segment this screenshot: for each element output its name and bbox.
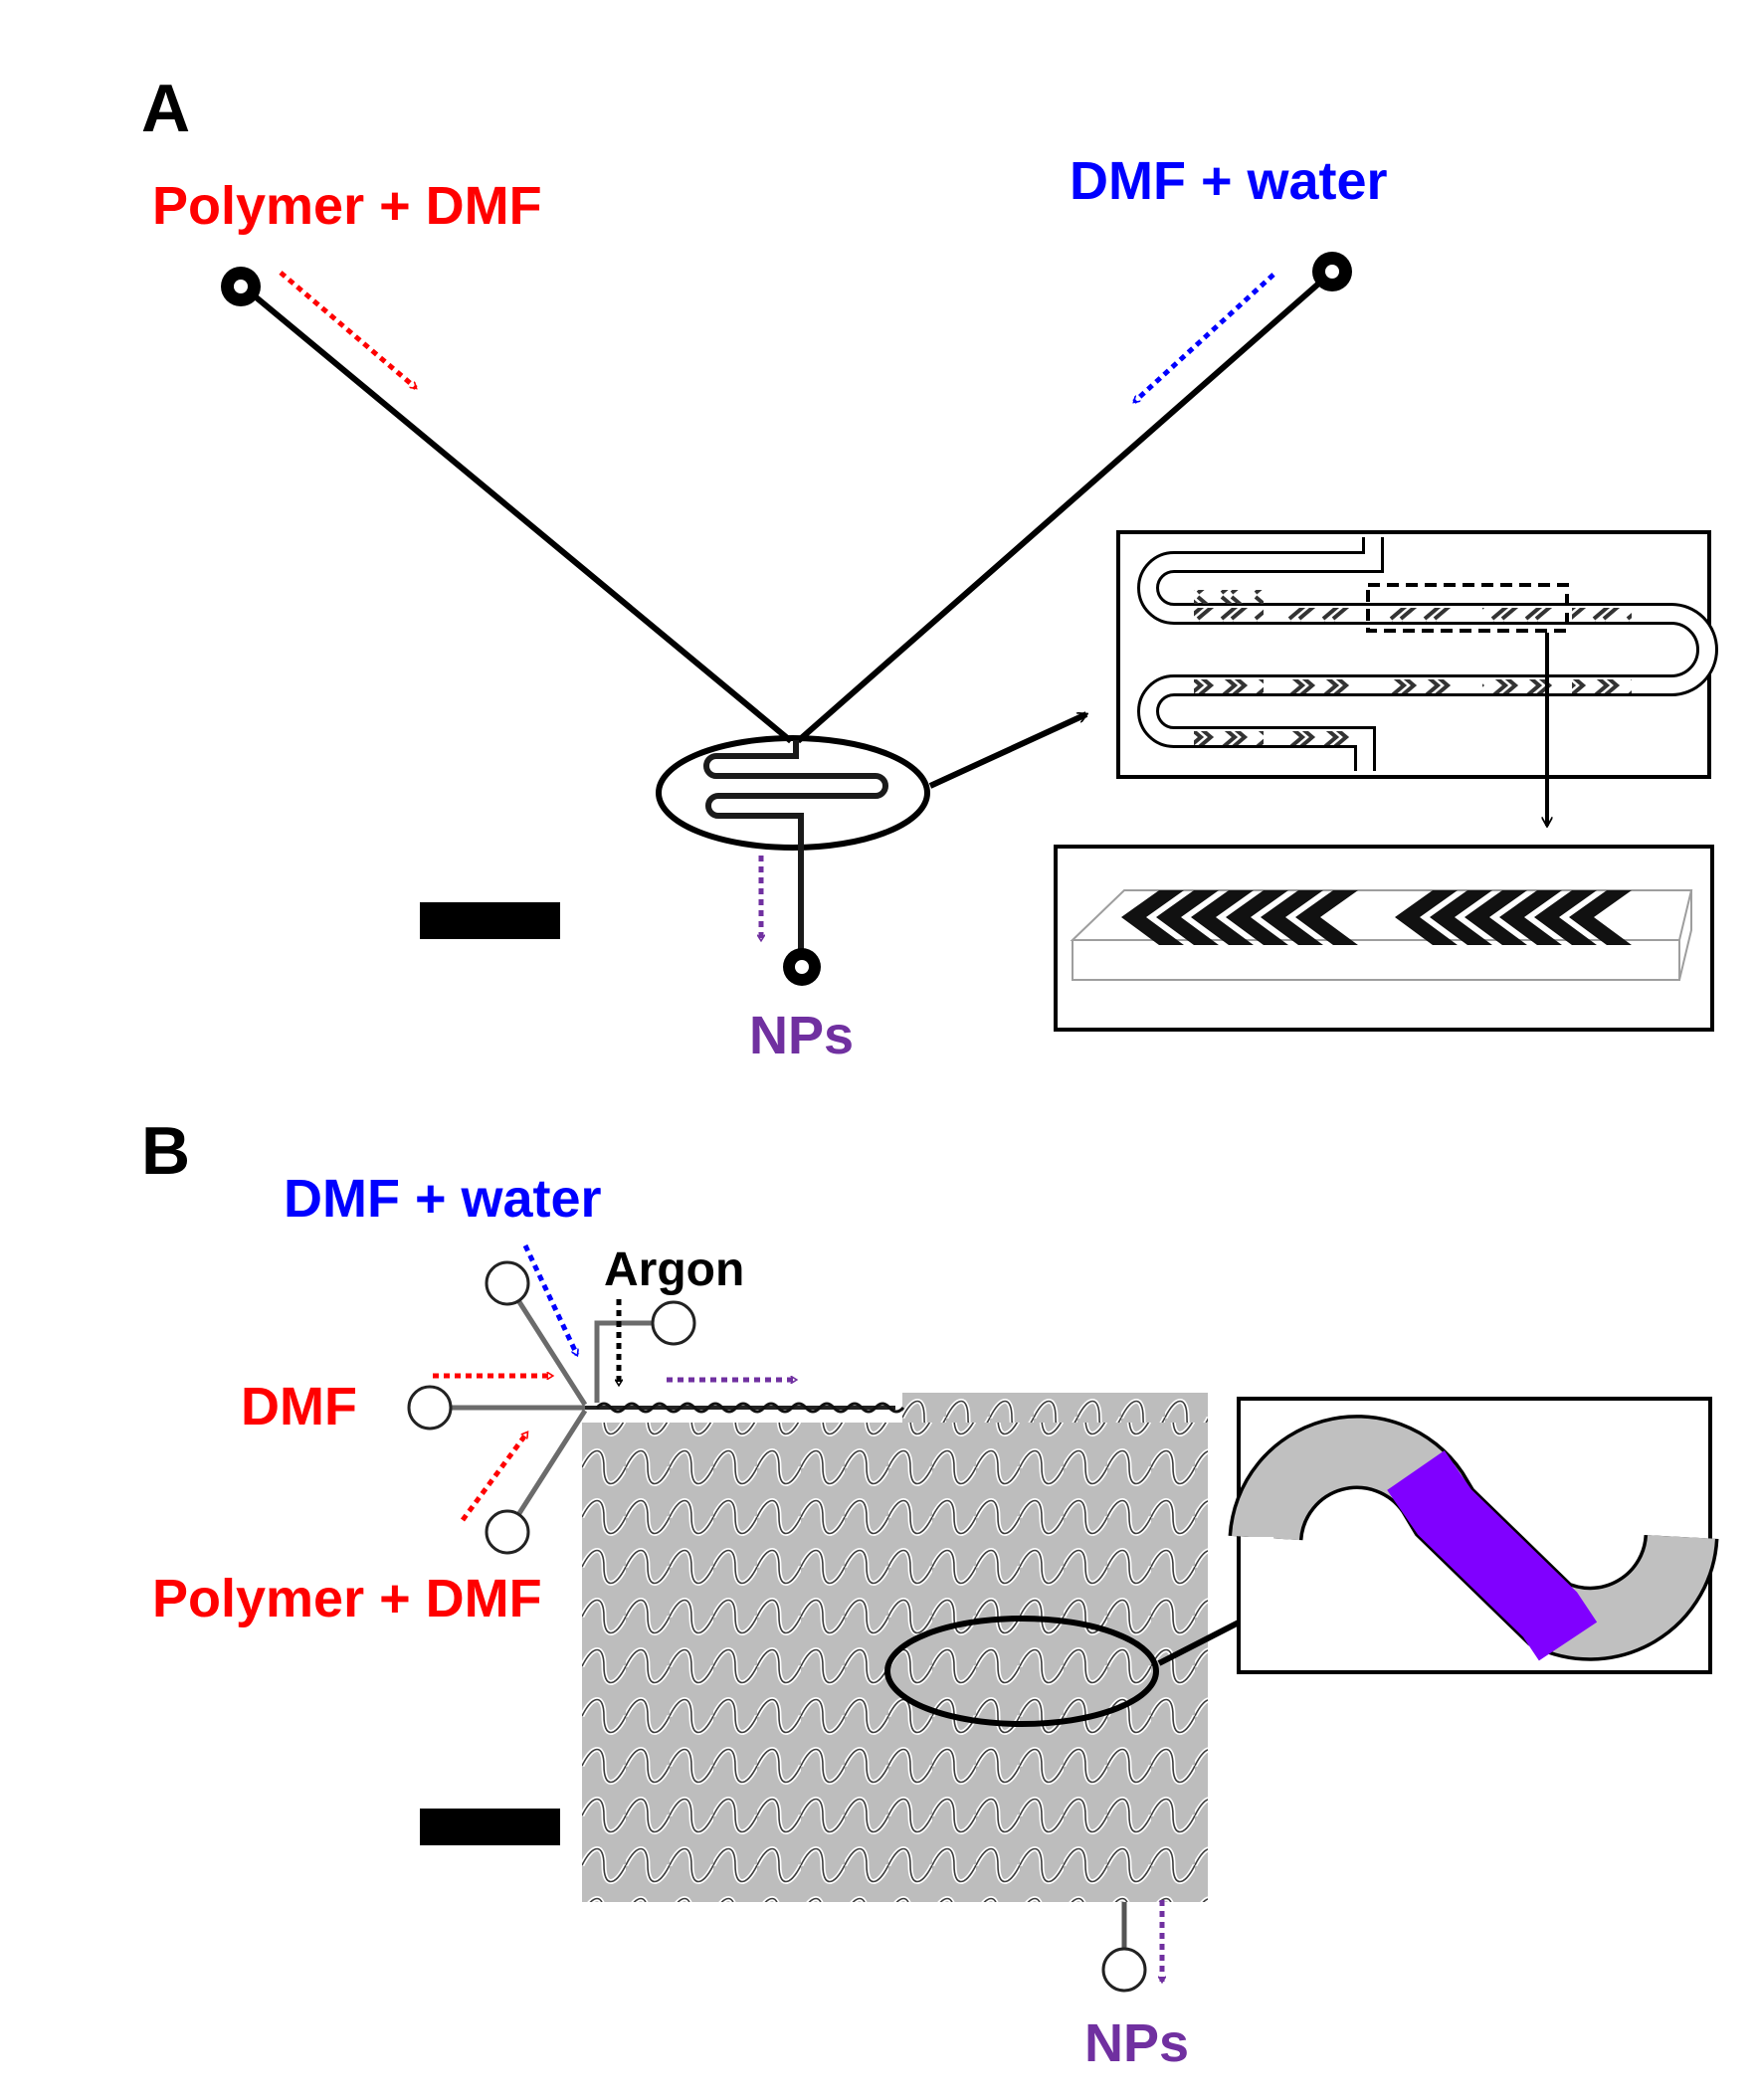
inlet-polymer-dmf-label: Polymer + DMF (152, 176, 542, 236)
inset-herringbone-detail (1054, 845, 1714, 1032)
serpentine-reactor (582, 1393, 1208, 1902)
scale-bar-a (420, 902, 560, 939)
outlet-nps-label-a: NPs (749, 1006, 854, 1065)
scale-bar-b (420, 1809, 560, 1845)
inlet-argon-label: Argon (604, 1243, 744, 1296)
panel-b: B DMF + water Argon DMF Polymer + DMF (141, 1113, 1719, 2073)
inset-serpentine-segment (1228, 1397, 1719, 1674)
inlet-port-right (1312, 252, 1352, 291)
inlet-port-polymer-b (485, 1509, 530, 1555)
herringbone-group-2 (1395, 890, 1632, 945)
inset-mixer-serpentine (1116, 530, 1718, 779)
inlet-dmf-water-label: DMF + water (1070, 151, 1388, 211)
reactor-zoom-region (884, 1616, 1159, 1727)
inlet-port-argon (651, 1300, 696, 1346)
herringbone-group-1 (1121, 890, 1358, 945)
flow-arrow-polymer (279, 271, 416, 390)
inlet-dmf-water-label-b: DMF + water (284, 1169, 602, 1229)
flow-arrow-water (1134, 273, 1275, 404)
channel-left (240, 283, 793, 744)
outlet-port-a (783, 948, 821, 986)
channel-right (796, 270, 1333, 744)
outlet-port-b (1101, 1947, 1147, 1993)
inlet-dmf-label: DMF (241, 1377, 357, 1436)
panel-a: A Polymer + DMF DMF + water NPs (141, 71, 1718, 1065)
inlet-port-water-b (485, 1260, 530, 1306)
flow-arrow-water-b (522, 1243, 580, 1355)
inlet-port-left (221, 267, 261, 306)
zoom-arrow-a (928, 711, 1086, 789)
inlet-polymer-dmf-label-b: Polymer + DMF (152, 1569, 542, 1628)
inlet-port-dmf-b (407, 1385, 453, 1431)
panel-a-label: A (141, 71, 190, 146)
zoom-selection-box (1366, 583, 1569, 633)
mixer-zone (656, 735, 930, 970)
flow-arrow-polymer-b (460, 1432, 530, 1522)
outlet-nps-label-b: NPs (1084, 2013, 1189, 2073)
panel-b-label: B (141, 1113, 190, 1189)
